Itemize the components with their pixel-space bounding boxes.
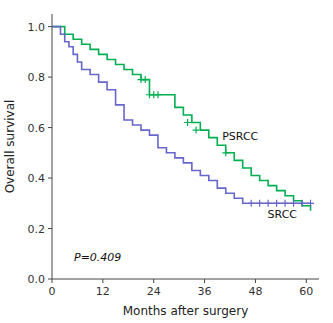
y-tick bbox=[48, 178, 52, 179]
x-tick-label: 0 bbox=[49, 285, 56, 298]
censor-mark bbox=[193, 127, 200, 134]
x-axis-line bbox=[52, 279, 319, 280]
survival-curve bbox=[52, 27, 311, 211]
x-tick-label: 24 bbox=[147, 285, 161, 298]
y-tick-label: 0.0 bbox=[28, 273, 46, 286]
curve-label: SRCC bbox=[268, 208, 298, 221]
chart: 0 12 24 36 48 60 0.0 0.2 0.4 0.6 0.8 1.0 Months afte… bbox=[0, 0, 333, 323]
x-tick bbox=[102, 279, 103, 283]
x-tick-label: 36 bbox=[198, 285, 212, 298]
censor-mark bbox=[256, 200, 263, 207]
censor-mark bbox=[184, 119, 191, 126]
y-tick bbox=[48, 228, 52, 229]
curve-label: PSRCC bbox=[222, 130, 258, 143]
y-tick bbox=[48, 279, 52, 280]
y-tick-label: 0.6 bbox=[28, 122, 46, 135]
censor-mark bbox=[307, 200, 314, 207]
censor-mark bbox=[248, 200, 255, 207]
plot-area bbox=[52, 27, 314, 211]
x-tick bbox=[306, 279, 307, 283]
y-tick-label: 0.4 bbox=[28, 172, 46, 185]
censor-mark bbox=[299, 200, 306, 207]
x-axis-label: Months after surgery bbox=[123, 304, 249, 318]
censor-mark bbox=[265, 200, 272, 207]
x-tick bbox=[52, 279, 53, 283]
y-tick-label: 1.0 bbox=[28, 21, 46, 34]
censor-mark bbox=[273, 200, 280, 207]
censor-mark bbox=[154, 91, 161, 98]
censor-mark bbox=[282, 200, 289, 207]
y-axis-label: Overall survival bbox=[3, 100, 17, 194]
x-tick bbox=[255, 279, 256, 283]
y-tick bbox=[48, 26, 52, 27]
p-value: P=0.409 bbox=[74, 251, 121, 264]
y-tick-label: 0.2 bbox=[28, 223, 46, 236]
x-tick-label: 60 bbox=[299, 285, 313, 298]
y-tick bbox=[48, 127, 52, 128]
x-tick bbox=[153, 279, 154, 283]
axes: 0 12 24 36 48 60 0.0 0.2 0.4 0.6 0.8 1.0 bbox=[28, 14, 320, 298]
censor-mark bbox=[142, 76, 149, 83]
x-tick-label: 12 bbox=[96, 285, 110, 298]
y-axis-line bbox=[52, 14, 53, 279]
y-tick-label: 0.8 bbox=[28, 71, 46, 84]
x-tick-label: 48 bbox=[248, 285, 262, 298]
survival-curve bbox=[52, 27, 311, 204]
censor-mark bbox=[290, 200, 297, 207]
censor-mark bbox=[222, 149, 229, 156]
y-tick bbox=[48, 77, 52, 78]
x-tick bbox=[204, 279, 205, 283]
